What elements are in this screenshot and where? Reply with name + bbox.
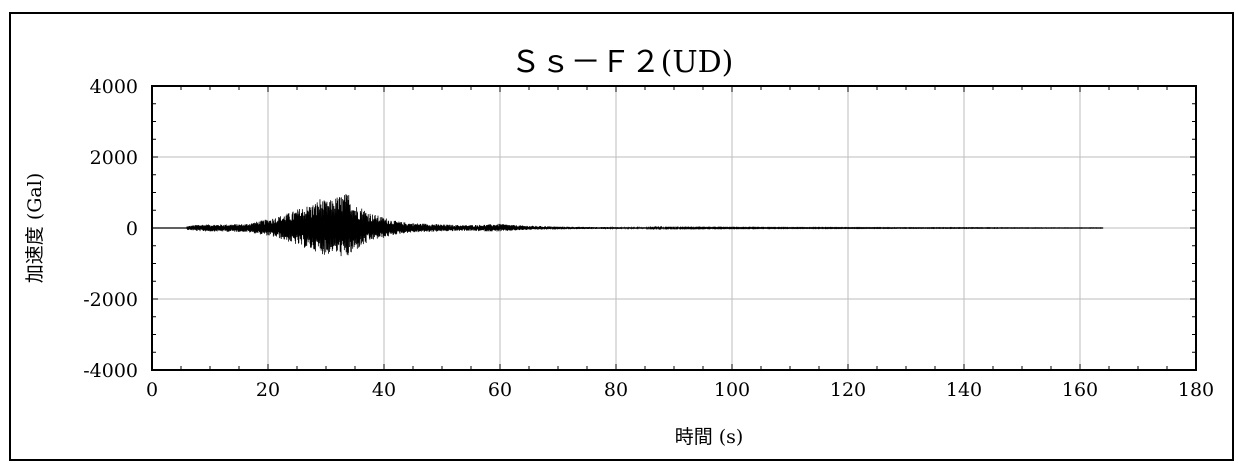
x-tick-label: 80	[604, 379, 628, 401]
signal-series	[152, 194, 1104, 257]
y-tick-label: 4000	[90, 76, 138, 98]
x-tick-label: 120	[830, 379, 866, 401]
acceleration-trace	[186, 194, 1104, 257]
x-axis-label: 時間 (s)	[675, 426, 744, 448]
y-tick-label: -4000	[83, 360, 138, 382]
x-tick-label: 140	[946, 379, 982, 401]
y-tick-label: 2000	[90, 147, 138, 169]
x-tick-labels: 0 20 40 60 80 100 120 140 160 180	[146, 379, 1214, 401]
y-tick-labels: 4000 2000 0 -2000 -4000	[83, 76, 138, 382]
y-tick-label: 0	[126, 218, 138, 240]
x-tick-label: 100	[714, 379, 750, 401]
x-tick-label: 160	[1062, 379, 1098, 401]
x-tick-label: 60	[488, 379, 512, 401]
y-tick-label: -2000	[83, 289, 138, 311]
axis-ticks	[151, 85, 1197, 371]
x-tick-label: 0	[146, 379, 158, 401]
x-tick-label: 20	[256, 379, 280, 401]
chart-title: Ｓｓ－Ｆ２(UD)	[511, 45, 734, 80]
y-axis-label: 加速度 (Gal)	[24, 173, 46, 283]
x-tick-label: 180	[1178, 379, 1214, 401]
x-tick-label: 40	[372, 379, 396, 401]
